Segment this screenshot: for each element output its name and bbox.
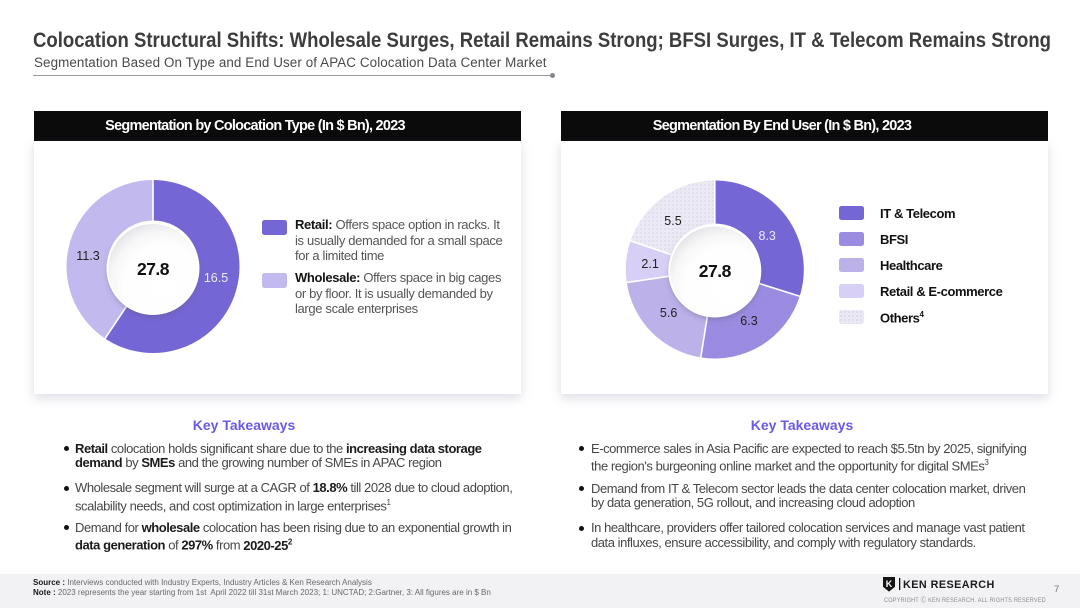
svg-text:16.5: 16.5 — [204, 271, 228, 285]
svg-text:K: K — [886, 579, 893, 589]
svg-text:11.3: 11.3 — [76, 249, 99, 263]
svg-text:5.6: 5.6 — [660, 306, 677, 320]
svg-text:8.3: 8.3 — [759, 229, 776, 243]
svg-text:6.3: 6.3 — [740, 314, 757, 328]
svg-text:5.5: 5.5 — [664, 214, 681, 228]
svg-text:27.8: 27.8 — [137, 259, 170, 279]
svg-text:2.1: 2.1 — [641, 257, 658, 271]
svg-text:27.8: 27.8 — [699, 261, 732, 281]
svg-text:KEN RESEARCH: KEN RESEARCH — [903, 579, 995, 591]
